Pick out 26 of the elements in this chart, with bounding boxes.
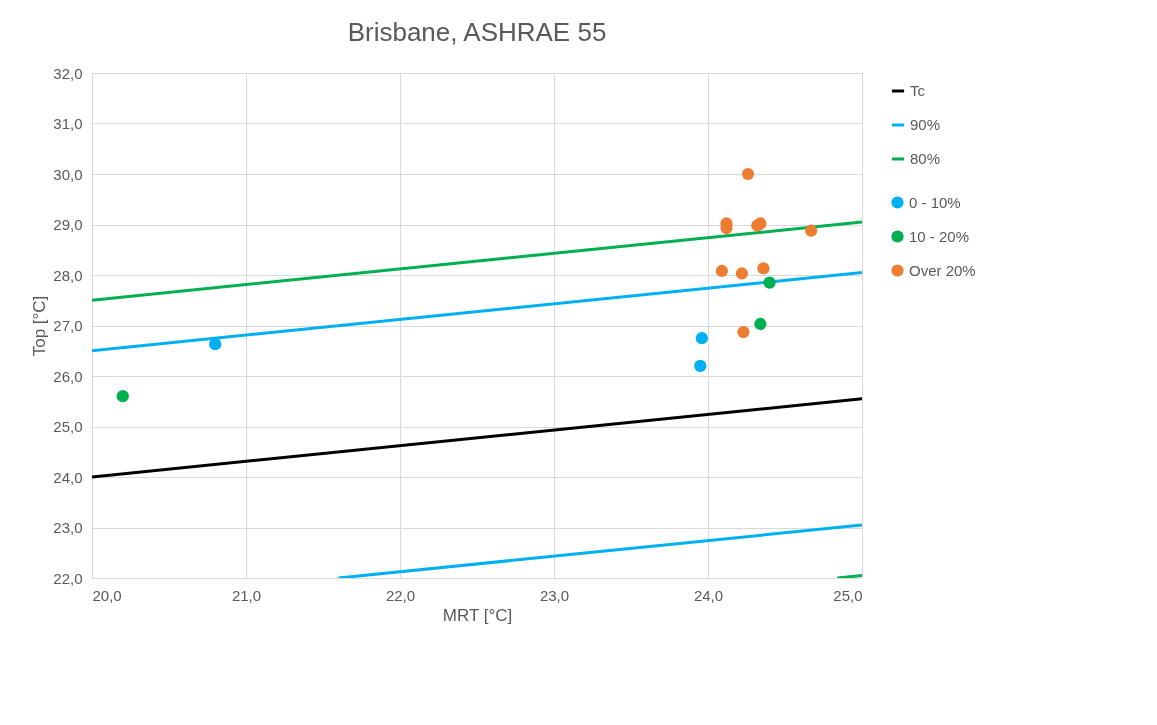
y-tick-label: 30,0: [53, 165, 83, 183]
y-tick-label: 27,0: [53, 317, 83, 334]
y-axis-title: Top [°C]: [30, 295, 50, 357]
x-tick-label: 25,0: [833, 586, 863, 604]
y-tick-label: 32,0: [53, 64, 83, 82]
y-tick-label: 22,0: [53, 569, 83, 587]
chart-title: Brisbane, ASHRAE 55: [347, 17, 607, 47]
y-tick-label: 26,0: [53, 367, 83, 385]
legend-label: Tc: [910, 82, 926, 99]
x-tick-label: 21,0: [231, 586, 262, 604]
x-tick-label: 23,0: [539, 586, 570, 604]
y-tick-label: 23,0: [53, 519, 83, 536]
x-tick-label: 22,0: [385, 586, 416, 604]
legend-label: 0 - 10%: [909, 193, 961, 211]
x-tick-label: 24,0: [693, 586, 724, 604]
x-tick-label: 20,0: [92, 586, 122, 604]
y-tick-label: 29,0: [53, 216, 83, 233]
y-tick-label: 28,0: [53, 266, 83, 284]
y-tick-label: 25,0: [53, 418, 83, 435]
x-axis-title: MRT [°C]: [442, 605, 513, 625]
legend-label: Over 20%: [909, 261, 976, 279]
legend-label: 10 - 20%: [909, 227, 970, 245]
y-tick-label: 24,0: [53, 468, 83, 486]
legend-label: 90%: [910, 116, 941, 133]
legend-label: 80%: [910, 150, 941, 167]
y-tick-label: 31,0: [53, 115, 83, 132]
